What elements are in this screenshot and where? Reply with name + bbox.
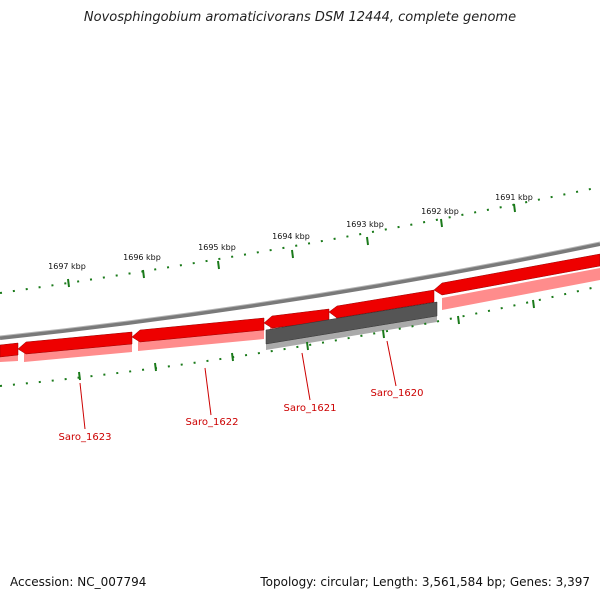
tick-1696kbp: 1696 kbp: [123, 253, 161, 279]
gene-arrow-right[interactable]: [433, 253, 600, 296]
tick-label-1691: 1691 kbp: [495, 193, 533, 202]
tick-label-1693: 1693 kbp: [346, 220, 384, 229]
gene-arrow-saro-1623[interactable]: [17, 331, 133, 355]
svg-text:Saro_1621[interactable]: Saro_1621: [284, 403, 337, 414]
gene-label-saro-1622[interactable]: Saro_1622: [186, 367, 239, 428]
svg-text:Saro_1623[interactable]: Saro_1623: [59, 432, 112, 443]
tick-1694kbp: 1694 kbp: [272, 232, 310, 259]
gene-label-saro-1621[interactable]: Saro_1621: [284, 352, 337, 414]
inner-tick-ring: [0, 285, 600, 387]
accession-text: Accession: NC_007794: [10, 575, 147, 589]
svg-text:Saro_1622[interactable]: Saro_1622: [186, 417, 239, 428]
tick-1695kbp: 1695 kbp: [198, 243, 236, 270]
gene-arrow-shadow: [442, 268, 600, 310]
gene-arrow-saro-1621[interactable]: [263, 308, 330, 329]
tick-1692kbp: 1692 kbp: [421, 207, 459, 228]
tick-label-1695: 1695 kbp: [198, 243, 236, 252]
tick-labels: 1691 kbp 1692 kbp 1693 kbp 1694 kbp 1695…: [48, 193, 533, 288]
tick-1697kbp: 1697 kbp: [48, 262, 86, 288]
gene-arrow-saro-1620[interactable]: [328, 289, 435, 319]
tick-label-1697: 1697 kbp: [48, 262, 86, 271]
gene-arrow-saro-1622[interactable]: [131, 317, 265, 343]
gene-label-saro-1620[interactable]: Saro_1620: [371, 340, 424, 399]
genome-backbone: [0, 241, 600, 340]
gene-labels: Saro_1620 Saro_1621 Saro_1622 Saro_1623: [59, 340, 424, 443]
genome-summary-text: Topology: circular; Length: 3,561,584 bp…: [260, 575, 590, 589]
tick-label-1692: 1692 kbp: [421, 207, 459, 216]
tick-label-1694: 1694 kbp: [272, 232, 310, 241]
gene-arrows: [0, 253, 600, 362]
svg-text:Saro_1620[interactable]: Saro_1620: [371, 388, 424, 399]
grey-feature[interactable]: [265, 301, 438, 350]
gene-arrow-leftedge[interactable]: [0, 342, 19, 358]
tick-1691kbp: 1691 kbp: [495, 193, 533, 213]
gene-label-saro-1623[interactable]: Saro_1623: [59, 382, 112, 443]
tick-1693kbp: 1693 kbp: [346, 220, 384, 246]
genome-title: Novosphingobium aromaticivorans DSM 1244…: [83, 10, 517, 25]
tick-label-1696: 1696 kbp: [123, 253, 161, 262]
